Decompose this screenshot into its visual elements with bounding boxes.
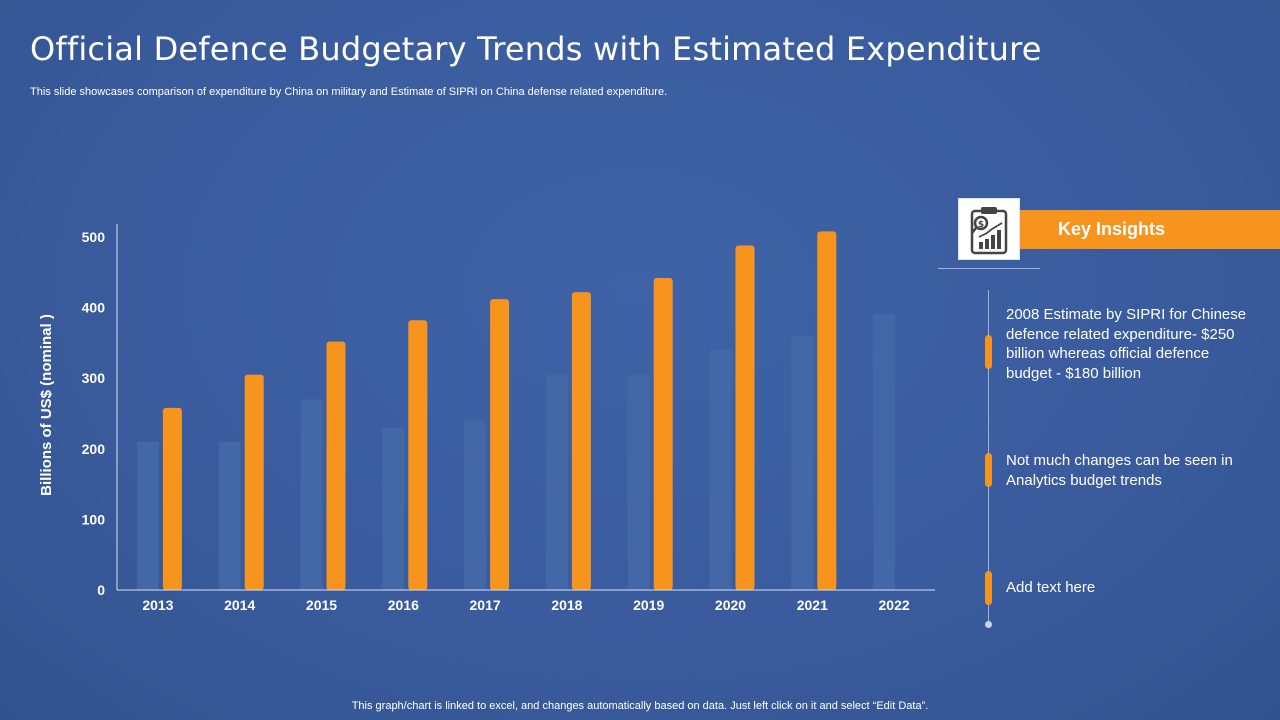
- bar-series1-2014: [218, 441, 241, 590]
- bar-series2-2021: [817, 231, 837, 591]
- y-tick-label: 200: [82, 441, 106, 457]
- x-tick-label: 2014: [224, 597, 255, 613]
- bar-series1-2020: [709, 349, 732, 590]
- bar-series2-2016: [408, 320, 428, 590]
- insight-marker: [985, 571, 992, 605]
- y-axis-label: Billions of US$ (nominal ): [38, 314, 55, 496]
- bar-series2-2020: [735, 245, 755, 591]
- insight-item-1: 2008 Estimate by SIPRI for Chinese defen…: [1006, 306, 1247, 382]
- bar-series2-2013: [162, 407, 182, 590]
- bar-series1-2017: [464, 420, 487, 590]
- bar-chart: 0 100 200 300 400 500 2013 2014 2015 2016 2017 201…: [38, 224, 935, 613]
- insights-divider: [938, 268, 1040, 269]
- bar-series2-2019: [653, 277, 673, 590]
- insight-marker: [985, 335, 992, 369]
- footer-note: This graph/chart is linked to excel, and…: [351, 700, 929, 712]
- page-subtitle: This slide showcases comparison of expen…: [30, 86, 668, 98]
- y-tick-label: 100: [82, 511, 106, 527]
- x-tick-label: 2015: [306, 597, 337, 613]
- y-tick-label: 500: [82, 229, 106, 245]
- bar-series1-2013: [136, 441, 159, 590]
- insights-header: [1020, 210, 1280, 249]
- bar-series1-2018: [545, 374, 568, 590]
- bar-series2-2018: [571, 292, 591, 590]
- bar-series1-2022: [873, 314, 896, 590]
- x-tick-label: 2019: [633, 597, 664, 613]
- x-tick-label: 2020: [715, 597, 746, 613]
- page-title: Official Defence Budgetary Trends with E…: [30, 30, 1042, 68]
- x-tick-label: 2018: [551, 597, 582, 613]
- insight-marker: [985, 453, 992, 487]
- bar-series1-2016: [382, 427, 405, 590]
- insight-item-2: Not much changes can be seen in Analytic…: [1006, 452, 1233, 489]
- x-tick-label: 2021: [797, 597, 828, 613]
- bar-series1-2019: [627, 374, 650, 590]
- insight-item-3: Add text here: [1006, 579, 1096, 596]
- x-tick-label: 2016: [388, 597, 419, 613]
- x-tick-label: 2017: [470, 597, 501, 613]
- bar-series2-2014: [244, 374, 264, 590]
- y-tick-label: 0: [97, 582, 105, 598]
- y-tick-label: 300: [82, 370, 106, 386]
- bar-series1-2015: [300, 399, 323, 590]
- bar-series2-2015: [326, 341, 346, 590]
- bar-series1-2021: [791, 335, 814, 590]
- report-clipboard-icon: $: [958, 198, 1020, 260]
- svg-text:$: $: [978, 220, 984, 230]
- x-tick-label: 2013: [142, 597, 173, 613]
- y-tick-label: 400: [82, 300, 106, 316]
- insights-title: Key Insights: [1058, 219, 1166, 239]
- timeline-end-dot: [985, 621, 992, 628]
- x-tick-label: 2022: [879, 597, 910, 613]
- bar-series2-2017: [490, 299, 510, 590]
